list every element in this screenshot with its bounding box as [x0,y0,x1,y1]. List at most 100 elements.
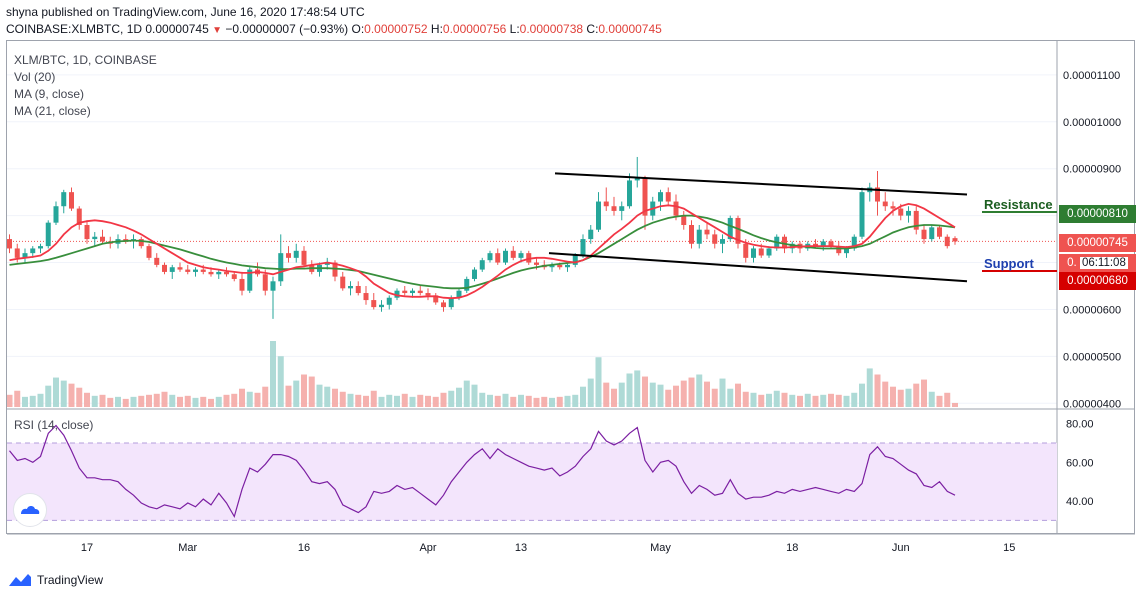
high-value: 0.00000756 [442,22,507,36]
volume-bar [130,396,137,407]
price-axis-label: 0.00000900 [1063,164,1121,176]
volume-bar [45,385,52,407]
candle-body [185,269,191,272]
volume-bar [440,392,447,407]
candle-body [293,250,299,258]
open-label: O: [351,22,365,36]
volume-bar [804,393,811,407]
volume-bar [223,394,230,407]
countdown-prefix: 0. [1067,257,1077,269]
volume-bar [874,374,881,407]
candle-body [162,264,167,272]
candle-body [348,286,353,289]
volume-bar [285,385,292,407]
volume-bar [471,384,478,407]
volume-bar [719,378,726,407]
volume-bar [76,387,83,407]
resistance-label: Resistance [984,197,1053,212]
volume-bar [122,398,129,407]
candle-body [603,201,609,207]
volume-bar [890,386,896,407]
candle-body [247,269,253,291]
volume-bar [928,391,935,407]
open-value: 0.00000752 [364,22,428,36]
candle-body [898,208,904,216]
price-axis-label: 0.00001100 [1063,70,1120,82]
candle-body [479,260,485,270]
brand-name: TradingView [37,573,104,587]
candle-body [425,293,431,296]
volume-bar [952,402,958,407]
volume-bar [789,394,796,407]
down-arrow-icon: ▼ [212,25,223,36]
ma21-line [9,214,956,290]
time-axis-label: 15 [1003,542,1015,554]
rsi-axis-label: 60.00 [1066,457,1094,469]
publish-info: shyna published on TradingView.com, June… [6,5,365,19]
volume-bar [448,390,455,407]
candle-body [518,253,524,258]
candle-body [472,269,477,279]
volume-bar [572,394,579,407]
volume-bar [657,384,664,407]
candle-body [596,201,601,230]
candle-body [665,192,671,202]
candle-body [851,236,857,249]
candle-body [743,243,749,258]
candle-body [673,201,679,216]
volume-bar [401,393,408,407]
candle-body [301,250,307,265]
volume-bar [339,391,346,407]
volume-bar [463,380,470,407]
candle-body [820,241,826,247]
volume-bar [394,395,400,407]
volume-bar [37,393,44,407]
candle-body [53,206,59,223]
candle-body [503,250,508,263]
last-price: 0.00000745 [145,22,209,36]
volume-bar [332,388,338,407]
candle-body [681,215,687,225]
volume-bar [355,394,362,407]
candle-body [572,255,578,265]
volume-bar [711,388,718,407]
volume-bar [510,396,517,407]
candle-body [929,227,935,240]
candle-body [239,278,245,291]
tradingview-brand[interactable]: TradingView [8,572,103,588]
volume-bar [239,388,245,407]
legend-vol: Vol (20) [14,70,56,84]
volume-bar [742,391,749,407]
candle-body [658,192,663,202]
volume-bar [773,390,780,407]
candle-body [487,253,493,261]
volume-bar [277,356,284,407]
candle-body [402,290,408,294]
volume-bar [727,388,734,407]
volume-bar [169,394,176,407]
candle-body [14,248,20,258]
candle-body [720,239,725,244]
candle-body [704,229,710,235]
volume-bar [456,387,462,407]
volume-bar [417,394,424,407]
volume-bar [525,395,532,407]
volume-bar [812,395,819,407]
candle-body [534,262,539,265]
volume-bar [913,383,920,407]
time-axis-label: 17 [81,542,93,554]
last-price-tag: 0.00000745 [1059,234,1136,252]
volume-bar [270,341,276,407]
candle-body [549,264,555,268]
volume-bar [99,394,106,407]
volume-bar [84,392,90,407]
volume-bar [29,395,36,407]
price-axis-label: 0.00000500 [1063,351,1121,363]
volume-bar [378,396,385,407]
volume-bar [146,394,152,407]
close-label: C: [586,22,599,36]
tradingview-cloud-icon[interactable] [13,493,47,527]
candle-body [262,274,268,291]
time-axis-label: 18 [786,542,798,554]
